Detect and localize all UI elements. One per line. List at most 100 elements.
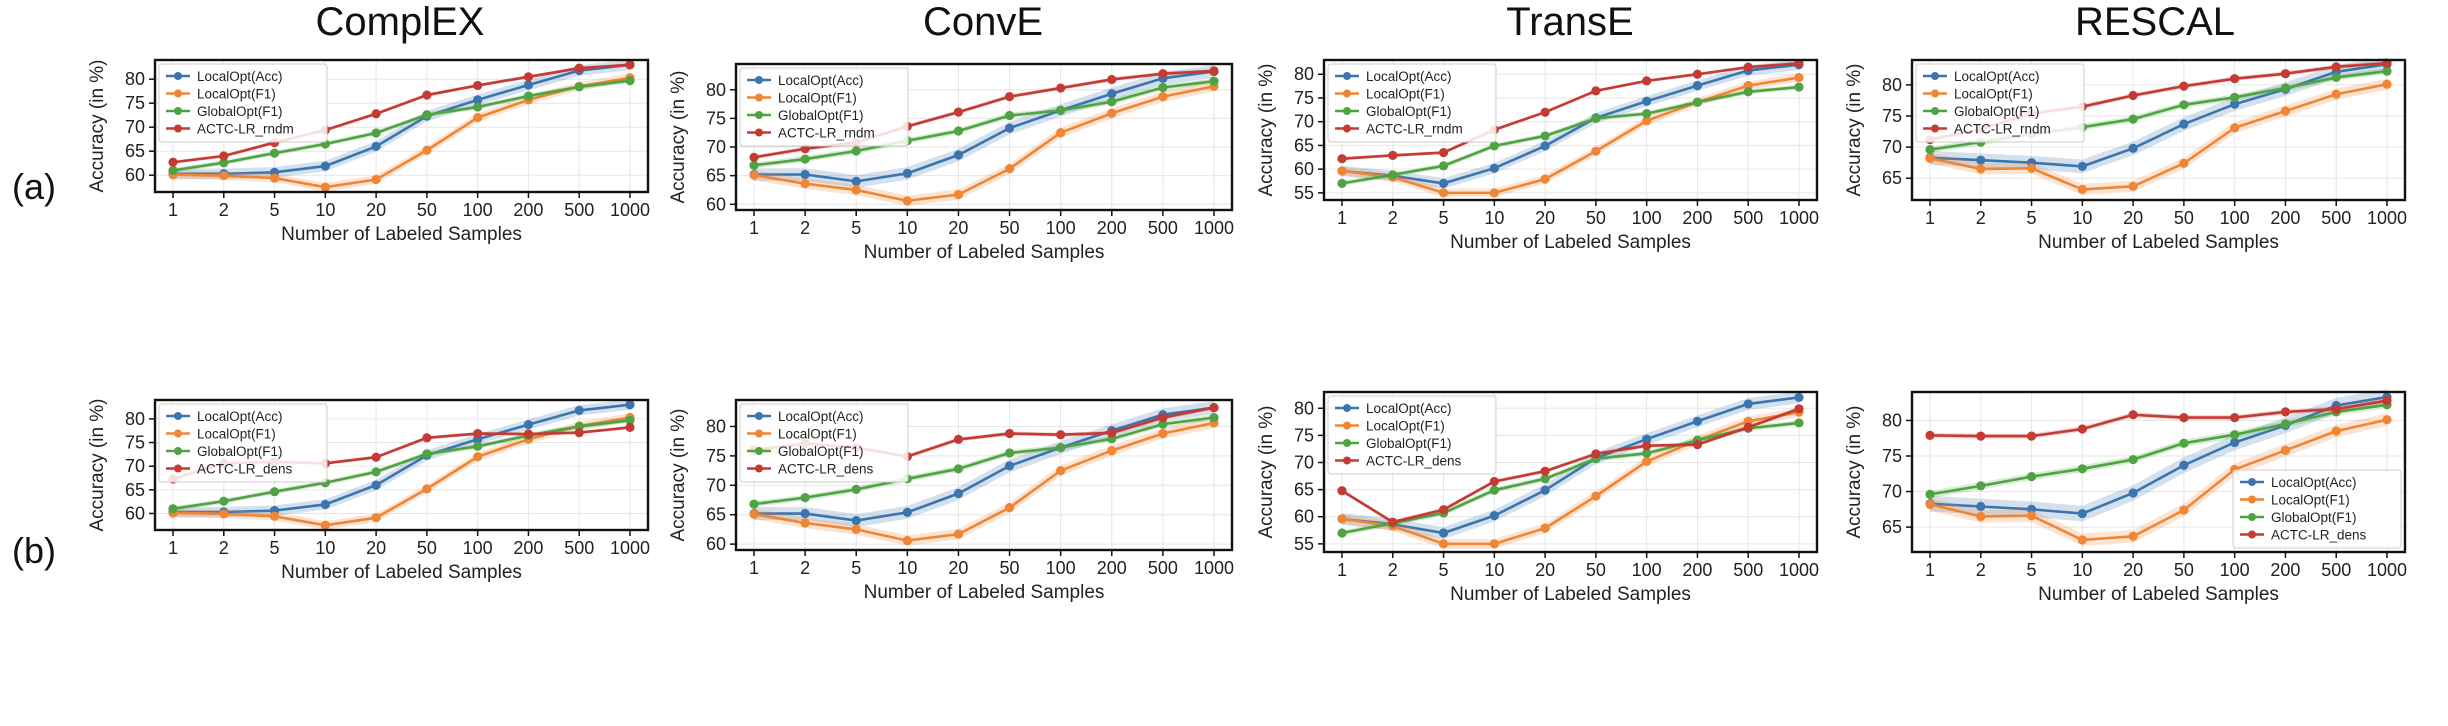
point-localopt-acc <box>953 488 964 499</box>
legend-entry: LocalOpt(F1) <box>778 91 857 106</box>
legend-box <box>2232 469 2402 549</box>
legend-entry: GlobalOpt(F1) <box>778 108 864 123</box>
x-tick-label: 1 <box>1337 208 1347 228</box>
point-globalopt-f1 <box>851 146 861 156</box>
point-actc-lr-rndm <box>749 152 759 162</box>
band-localopt-f1 <box>1930 78 2387 196</box>
point-globalopt-f1 <box>1337 528 1347 538</box>
point-localopt-acc <box>2179 119 2189 129</box>
series-line-localopt-acc <box>173 63 631 176</box>
point-globalopt-f1 <box>1438 161 1449 171</box>
y-tick-label: 60 <box>125 503 145 523</box>
legend-swatch-marker <box>755 429 763 438</box>
point-actc-lr-rndm <box>1004 92 1015 102</box>
point-localopt-f1 <box>473 452 483 462</box>
legend-entry: ACTC-LR_dens <box>197 462 293 477</box>
point-globalopt-f1 <box>1591 113 1601 123</box>
point-localopt-acc <box>2128 488 2138 498</box>
point-localopt-f1 <box>2077 184 2087 195</box>
legend-box <box>1327 395 1497 475</box>
point-globalopt-f1 <box>1692 97 1703 107</box>
point-localopt-acc <box>2128 143 2138 153</box>
y-tick-label: 70 <box>125 117 145 137</box>
x-tick-label: 20 <box>948 558 968 578</box>
legend-entry: LocalOpt(F1) <box>197 427 276 442</box>
x-tick-label: 10 <box>1484 208 1504 228</box>
point-globalopt-f1 <box>800 493 810 503</box>
point-localopt-acc <box>2230 99 2240 109</box>
series-line-localopt-acc <box>754 406 1215 522</box>
x-tick-label: 1 <box>1925 560 1935 580</box>
point-actc-lr-rndm <box>1107 74 1117 85</box>
legend-swatch-marker <box>2248 513 2256 521</box>
point-localopt-acc <box>1976 501 1986 512</box>
point-localopt-acc <box>1642 434 1652 444</box>
point-actc-lr-dens <box>625 422 635 433</box>
legend-swatch-marker <box>174 89 182 98</box>
band-globalopt-f1 <box>173 78 630 173</box>
x-tick-label: 50 <box>417 200 437 220</box>
legend-entry: LocalOpt(Acc) <box>2271 475 2357 490</box>
series-line-actc-lr-rndm <box>172 63 631 164</box>
x-tick-label: 5 <box>1439 560 1449 580</box>
legend-swatch-marker <box>1343 439 1351 447</box>
point-actc-lr-dens <box>1337 486 1347 496</box>
point-actc-lr-dens <box>1743 422 1753 432</box>
point-globalopt-f1 <box>2230 430 2240 440</box>
legend-entry: GlobalOpt(F1) <box>2271 510 2357 525</box>
legend-entry: ACTC-LR_dens <box>2271 528 2367 543</box>
x-tick-label: 1000 <box>2367 208 2407 228</box>
series-line-localopt-f1 <box>1929 82 2388 191</box>
y-tick-label: 65 <box>1294 480 1314 500</box>
point-actc-lr-rndm <box>1692 69 1703 79</box>
point-localopt-f1 <box>851 185 861 195</box>
point-localopt-f1 <box>1925 153 1935 163</box>
x-tick-label: 500 <box>1148 558 1178 578</box>
y-tick-label: 65 <box>125 480 145 500</box>
legend-box <box>1915 63 2085 143</box>
x-tick-label: 2 <box>219 200 229 220</box>
y-tick-label: 80 <box>1882 75 1902 95</box>
point-actc-lr-dens <box>2331 404 2341 414</box>
point-localopt-f1 <box>2280 106 2291 116</box>
legend-swatch-marker <box>2248 530 2256 539</box>
series-line-actc-lr-dens <box>1341 407 1800 524</box>
point-globalopt-f1 <box>1056 105 1066 115</box>
point-actc-lr-dens <box>1056 430 1066 440</box>
legend-entry: LocalOpt(Acc) <box>1954 69 2040 84</box>
col-title-conve: ConvE <box>922 0 1044 44</box>
point-localopt-acc <box>574 405 584 415</box>
y-tick-label: 75 <box>1294 425 1314 445</box>
legend-entry: GlobalOpt(F1) <box>778 444 864 459</box>
chart-a-rescal: 1 2 5 10 20 50 100 200 500 1000 65 70 75 80 Number of … <box>1844 57 2407 253</box>
chart-b-conve: 1 2 5 10 20 50 100 200 500 1000 60 65 70 75 80 Number o… <box>668 398 1234 603</box>
point-localopt-f1 <box>1976 511 1986 522</box>
legend-entry: LocalOpt(Acc) <box>197 409 283 424</box>
point-globalopt-f1 <box>2026 472 2037 482</box>
y-tick-label: 60 <box>125 165 145 185</box>
point-globalopt-f1 <box>371 467 381 477</box>
point-globalopt-f1 <box>422 449 432 459</box>
x-axis-label: Number of Labeled Samples <box>2038 584 2279 605</box>
point-globalopt-f1 <box>2179 100 2189 110</box>
point-globalopt-f1 <box>1540 474 1550 484</box>
x-tick-label: 500 <box>564 200 594 220</box>
x-tick-label: 200 <box>513 538 543 558</box>
point-globalopt-f1 <box>1158 82 1168 93</box>
point-localopt-acc <box>371 141 381 151</box>
chart-a-conve: 1 2 5 10 20 50 100 200 500 1000 60 65 70 75 80 Number o… <box>668 62 1234 263</box>
series-line-actc-lr-rndm <box>1341 62 1800 161</box>
point-actc-lr-rndm <box>1591 86 1601 96</box>
point-globalopt-f1 <box>2280 419 2291 429</box>
y-tick-label: 65 <box>1882 168 1902 188</box>
legend-entry: LocalOpt(F1) <box>778 427 857 442</box>
x-tick-label: 500 <box>2321 208 2351 228</box>
x-tick-label: 5 <box>270 538 280 558</box>
point-globalopt-f1 <box>371 128 381 138</box>
x-tick-label: 50 <box>1000 218 1020 238</box>
x-tick-label: 1000 <box>610 538 650 558</box>
point-localopt-f1 <box>422 484 432 494</box>
point-globalopt-f1 <box>1107 97 1117 107</box>
chart-b-rescal: 1 2 5 10 20 50 100 200 500 1000 65 70 75 80 Number of … <box>1844 389 2407 605</box>
point-localopt-acc <box>1107 89 1117 99</box>
